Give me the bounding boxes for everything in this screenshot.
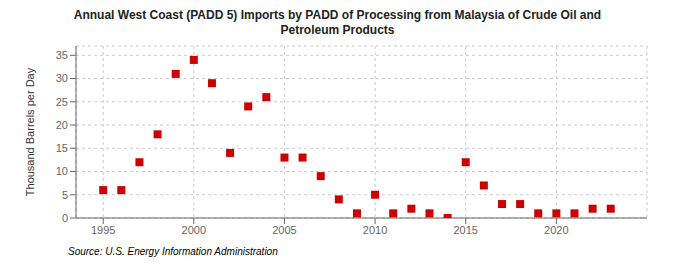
svg-text:2010: 2010 (363, 224, 387, 236)
svg-text:10: 10 (56, 165, 68, 177)
svg-text:2005: 2005 (272, 224, 296, 236)
html-text:Annual West Coast (PADD 5) Imp: Annual West Coast (PADD 5) Imports by PA… (73, 8, 602, 22)
svg-text:2015: 2015 (453, 224, 477, 236)
svg-text:20: 20 (56, 119, 68, 131)
svg-text:2000: 2000 (182, 224, 206, 236)
svg-text:0: 0 (62, 212, 68, 224)
svg-text:2020: 2020 (544, 224, 568, 236)
svg-text:30: 30 (56, 72, 68, 84)
svg-text:35: 35 (56, 49, 68, 61)
html-text:Petroleum Products: Petroleum Products (280, 23, 395, 37)
svg-text:1995: 1995 (91, 224, 115, 236)
svg-text:5: 5 (62, 189, 68, 201)
svg-text:25: 25 (56, 96, 68, 108)
svg-text:15: 15 (56, 142, 68, 154)
html-text:Source: U.S. Energy Informatio: Source: U.S. Energy Information Administ… (68, 246, 278, 257)
svg-text:Thousand Barrels per Day: Thousand Barrels per Day (24, 67, 36, 196)
